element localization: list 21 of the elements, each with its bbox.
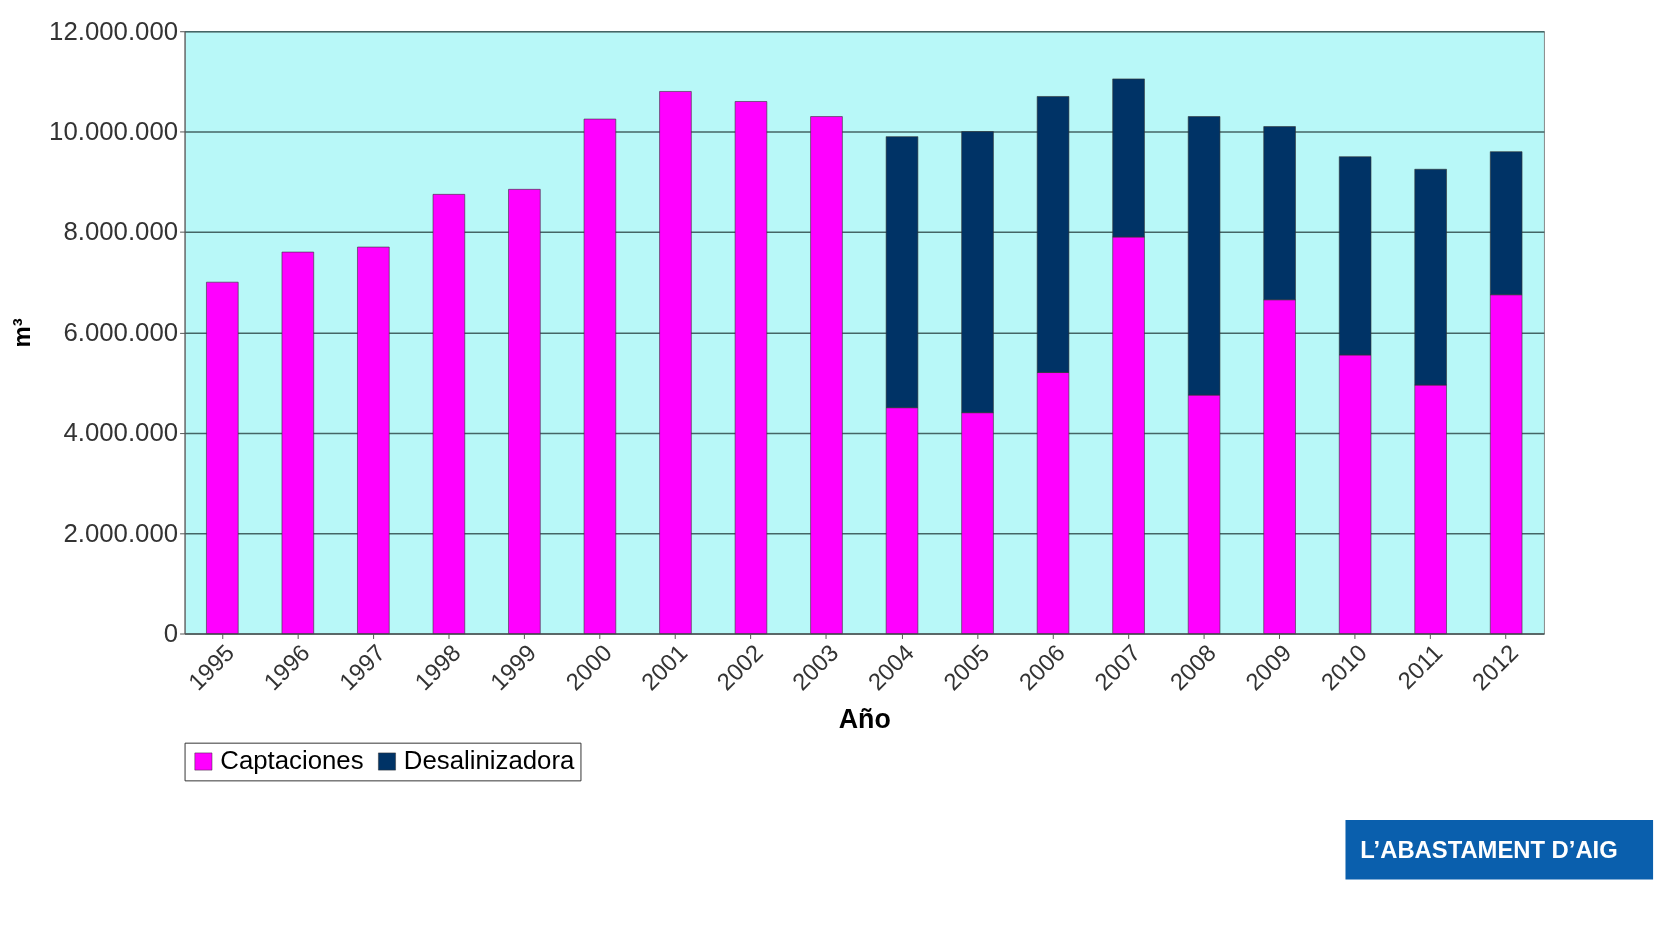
bar xyxy=(281,251,315,634)
bar xyxy=(659,91,692,634)
y-tick-label: 0 xyxy=(163,618,179,647)
y-tick-label: 2.000.000 xyxy=(63,518,179,547)
y-tick-label: 6.000.000 xyxy=(63,317,179,346)
bar xyxy=(583,118,617,634)
y-tick-label: 8.000.000 xyxy=(63,217,179,246)
legend-label: Desalinizadora xyxy=(403,746,576,775)
bar xyxy=(432,194,466,634)
bar xyxy=(810,116,843,634)
x-axis-title: Año xyxy=(838,704,891,734)
bar xyxy=(357,246,390,634)
text: L’ABASTAMENT D’AIG xyxy=(1360,835,1618,863)
bar xyxy=(206,281,239,634)
bar xyxy=(508,189,541,634)
y-tick-label: 10.000.000 xyxy=(49,117,179,146)
y-tick-label: 12.000.000 xyxy=(49,16,179,45)
bar xyxy=(734,101,768,634)
y-axis-title: m³ xyxy=(8,318,36,348)
legend-label: Captaciones xyxy=(220,746,364,775)
y-tick-label: 4.000.000 xyxy=(63,418,179,447)
